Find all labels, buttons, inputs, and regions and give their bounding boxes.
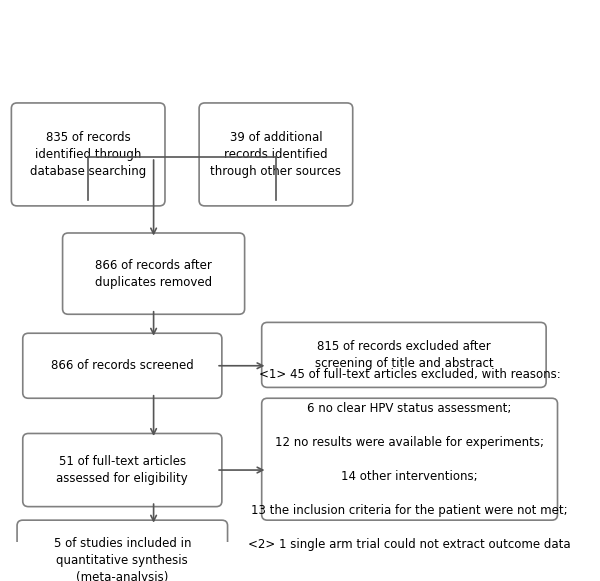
Text: <1> 45 of full-text articles excluded, with reasons:

6 no clear HPV status asse: <1> 45 of full-text articles excluded, w… [248, 368, 571, 551]
Text: 815 of records excluded after
screening of title and abstract: 815 of records excluded after screening … [314, 340, 493, 370]
FancyBboxPatch shape [23, 333, 222, 398]
FancyBboxPatch shape [17, 520, 227, 581]
Text: 39 of additional
records identified
through other sources: 39 of additional records identified thro… [211, 131, 341, 178]
Text: 835 of records
identified through
database searching: 835 of records identified through databa… [30, 131, 146, 178]
FancyBboxPatch shape [262, 322, 546, 388]
Text: 51 of full-text articles
assessed for eligibility: 51 of full-text articles assessed for el… [56, 455, 188, 485]
FancyBboxPatch shape [62, 233, 245, 314]
FancyBboxPatch shape [11, 103, 165, 206]
Text: 866 of records after
duplicates removed: 866 of records after duplicates removed [95, 259, 212, 289]
FancyBboxPatch shape [23, 433, 222, 507]
Text: 5 of studies included in
quantitative synthesis
(meta-analysis): 5 of studies included in quantitative sy… [53, 537, 191, 581]
Text: 866 of records screened: 866 of records screened [51, 359, 194, 372]
FancyBboxPatch shape [262, 398, 557, 520]
FancyBboxPatch shape [199, 103, 353, 206]
